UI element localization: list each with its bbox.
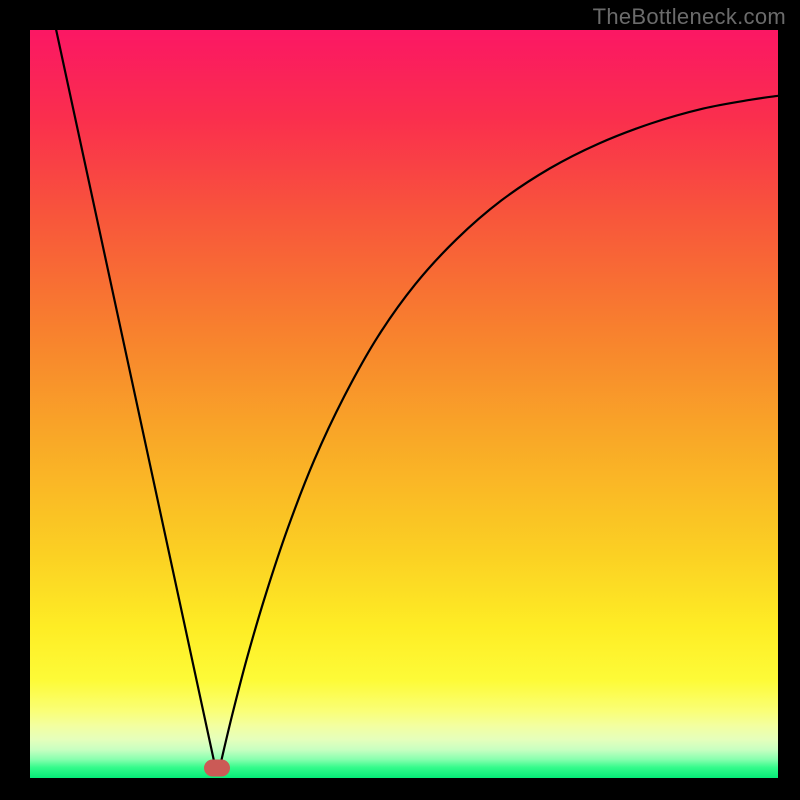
curve-right-branch: [221, 96, 778, 763]
plot-area: [30, 30, 778, 778]
curve-left-branch: [56, 30, 215, 765]
minimum-dot: [204, 759, 230, 776]
watermark-text: TheBottleneck.com: [593, 4, 786, 30]
curve-svg: [30, 30, 778, 778]
